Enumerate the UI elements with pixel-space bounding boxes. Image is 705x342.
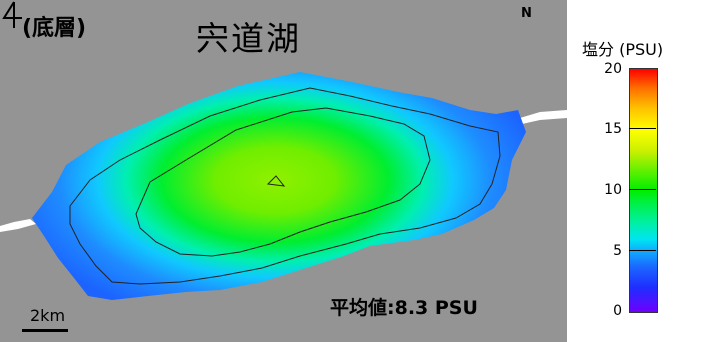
salinity-map: (底層) 宍道湖 N 平均値:8.3 PSU 2km <box>0 0 567 342</box>
legend-tick-5 <box>629 250 656 251</box>
legend-label-0: 0 <box>613 303 622 319</box>
north-label: N <box>521 6 532 21</box>
legend-label-10: 10 <box>604 182 622 198</box>
legend-label-5: 5 <box>613 243 622 259</box>
legend-label-20: 20 <box>604 61 622 77</box>
contour-inner <box>135 107 431 257</box>
layer-label: (底層) <box>22 16 87 41</box>
lake-salinity-field <box>0 72 567 300</box>
east-river <box>520 110 567 124</box>
mean-value: 平均値:8.3 PSU <box>330 297 478 319</box>
scale-label: 2km <box>30 306 66 325</box>
legend-colorbar <box>629 68 658 313</box>
legend-title: 塩分 (PSU) <box>582 40 664 59</box>
legend-label-15: 15 <box>604 121 622 137</box>
legend-tick-15 <box>629 128 656 129</box>
lake-name: 宍道湖 <box>196 19 301 58</box>
contour-outer <box>69 87 501 285</box>
contour-center <box>266 175 286 187</box>
west-river <box>0 219 36 232</box>
north-arrow-icon <box>2 1 22 28</box>
scale-bar <box>22 329 68 332</box>
legend-tick-10 <box>629 189 656 190</box>
lake-body <box>32 72 526 300</box>
